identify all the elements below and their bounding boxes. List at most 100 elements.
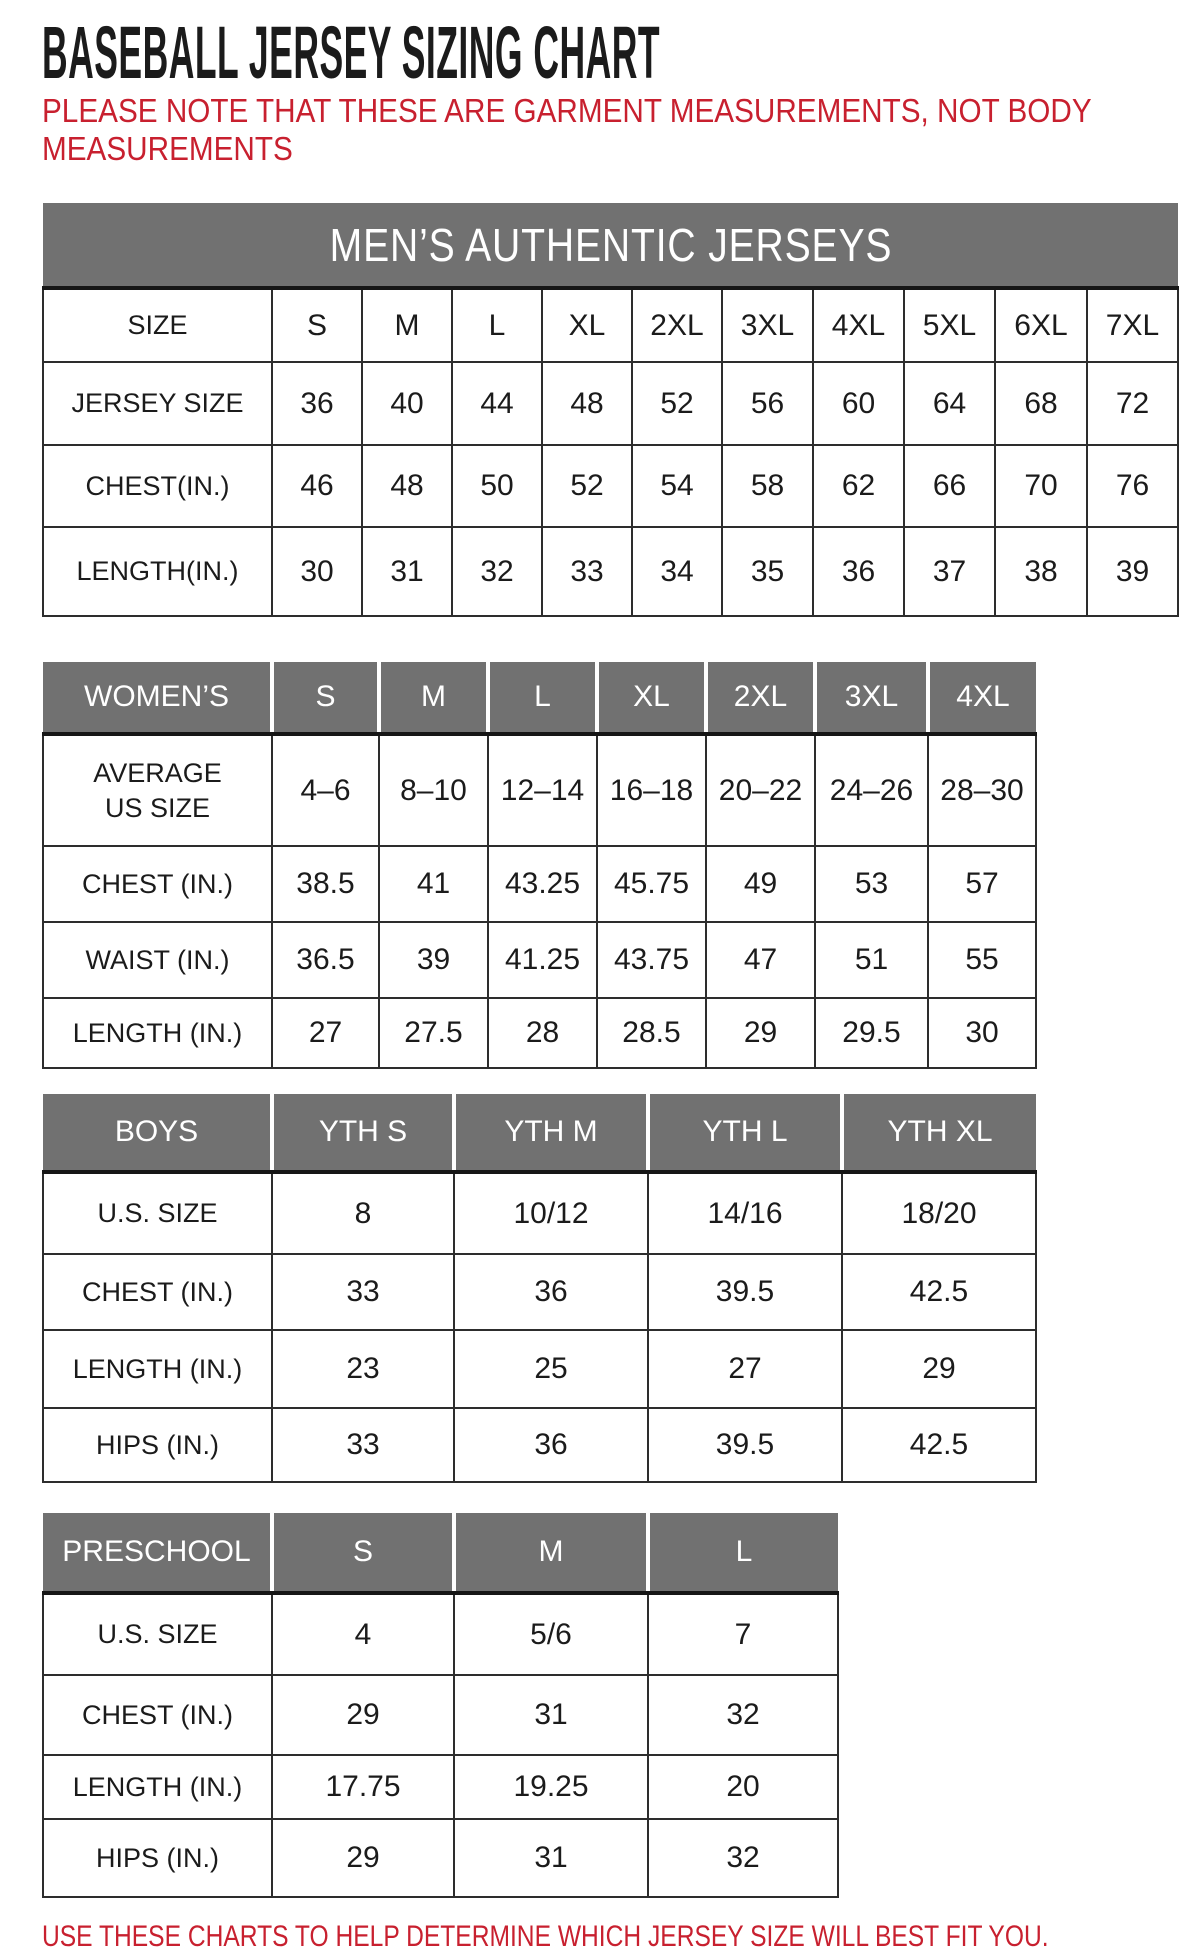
table-cell: 53 [814, 845, 929, 924]
table-row: LENGTH (IN.) 23 25 27 29 [42, 1329, 1037, 1410]
table-cell: 30 [927, 997, 1037, 1070]
mens-size-column-header: XL [541, 287, 633, 364]
table-cell: 29 [271, 1674, 455, 1757]
table-cell: 19.25 [453, 1754, 649, 1821]
mens-size-column-header: S [271, 287, 363, 364]
table-cell: 38.5 [271, 845, 380, 924]
table-cell: 17.75 [271, 1754, 455, 1821]
table-cell: 41.25 [487, 921, 598, 1000]
row-label: HIPS (IN.) [42, 1407, 273, 1484]
boys-sizing-table: BOYS YTH S YTH M YTH L YTH XL U.S. SIZE 8 10/12… [42, 1094, 1037, 1484]
table-cell: 54 [631, 444, 723, 529]
row-label: WAIST (IN.) [42, 921, 273, 1000]
header-row: PRESCHOOL S M L [43, 1513, 838, 1596]
preschool-size-column-header: L [646, 1513, 838, 1596]
row-label: LENGTH (IN.) [42, 1754, 273, 1821]
boys-size-column-header: YTH M [452, 1094, 648, 1175]
table-cell: 38 [994, 526, 1088, 618]
table-cell: 29 [705, 997, 816, 1070]
table-cell: 42.5 [841, 1253, 1037, 1332]
tables-container: MEN’S AUTHENTIC JERSEYS SIZE S M L XL 2XL 3XL 4X… [42, 203, 1200, 1899]
womens-sizing-table: WOMEN’S S M L XL 2XL 3XL 4XL AVERAGE US SIZE 4–6 8… [42, 662, 1037, 1070]
table-cell: 8 [271, 1171, 455, 1256]
table-cell: 5/6 [453, 1592, 649, 1677]
table-cell: 28 [487, 997, 598, 1070]
table-cell: 31 [361, 526, 453, 618]
table-row: LENGTH (IN.) 17.75 19.25 20 [42, 1754, 839, 1821]
preschool-size-column-header: M [452, 1513, 648, 1596]
table-cell: 23 [271, 1329, 455, 1410]
womens-header-label: WOMEN’S [43, 662, 272, 737]
table-cell: 70 [994, 444, 1088, 529]
boys-size-column-header: YTH S [270, 1094, 454, 1175]
mens-size-column-header: L [451, 287, 543, 364]
table-row: HIPS (IN.) 29 31 32 [42, 1818, 839, 1899]
boys-size-column-header: YTH XL [840, 1094, 1036, 1175]
table-cell: 24–26 [814, 733, 929, 848]
table-cell: 48 [361, 444, 453, 529]
table-cell: 39.5 [647, 1407, 843, 1484]
table-cell: 34 [631, 526, 723, 618]
table-cell: 32 [647, 1818, 839, 1899]
banner-row: MEN’S AUTHENTIC JERSEYS [43, 203, 1178, 291]
table-cell: 31 [453, 1818, 649, 1899]
table-cell: 43.75 [596, 921, 707, 1000]
table-cell: 43.25 [487, 845, 598, 924]
table-cell: 39 [378, 921, 489, 1000]
table-cell: 27 [647, 1329, 843, 1410]
womens-size-column-header: M [377, 662, 488, 737]
table-cell: 45.75 [596, 845, 707, 924]
womens-size-column-header: S [270, 662, 379, 737]
mens-sizing-table: MEN’S AUTHENTIC JERSEYS SIZE S M L XL 2XL 3XL 4X… [42, 203, 1179, 618]
table-cell: 29.5 [814, 997, 929, 1070]
table-row: JERSEY SIZE 36 40 44 48 52 56 60 64 68 72 [42, 361, 1179, 447]
table-cell: 46 [271, 444, 363, 529]
table-cell: 36 [271, 361, 363, 447]
womens-size-column-header: XL [595, 662, 706, 737]
mens-banner: MEN’S AUTHENTIC JERSEYS [43, 203, 1178, 291]
table-cell: 28–30 [927, 733, 1037, 848]
table-cell: 36 [453, 1253, 649, 1332]
table-row: CHEST (IN.) 33 36 39.5 42.5 [42, 1253, 1037, 1332]
row-label: JERSEY SIZE [42, 361, 273, 447]
table-cell: 39 [1086, 526, 1179, 618]
table-cell: 39.5 [647, 1253, 843, 1332]
table-cell: 12–14 [487, 733, 598, 848]
table-cell: 66 [903, 444, 996, 529]
table-cell: 7 [647, 1592, 839, 1677]
table-cell: 47 [705, 921, 816, 1000]
table-cell: 49 [705, 845, 816, 924]
header-row: WOMEN’S S M L XL 2XL 3XL 4XL [43, 662, 1036, 737]
garment-measurements-note: PLEASE NOTE THAT THESE ARE GARMENT MEASU… [42, 92, 1092, 167]
table-cell: 52 [631, 361, 723, 447]
table-row: AVERAGE US SIZE 4–6 8–10 12–14 16–18 20–22 24–… [42, 733, 1037, 848]
table-cell: 33 [541, 526, 633, 618]
header-row: SIZE S M L XL 2XL 3XL 4XL 5XL 6XL 7XL [42, 287, 1179, 364]
mens-size-column-header: M [361, 287, 453, 364]
table-cell: 20 [647, 1754, 839, 1821]
table-row: LENGTH (IN.) 27 27.5 28 28.5 29 29.5 30 [42, 997, 1037, 1070]
womens-size-column-header: 2XL [704, 662, 815, 737]
table-cell: 41 [378, 845, 489, 924]
mens-size-column-header: 3XL [721, 287, 814, 364]
table-cell: 37 [903, 526, 996, 618]
row-label: U.S. SIZE [42, 1592, 273, 1677]
table-cell: 4 [271, 1592, 455, 1677]
table-cell: 10/12 [453, 1171, 649, 1256]
row-label: CHEST (IN.) [42, 1253, 273, 1332]
table-cell: 35 [721, 526, 814, 618]
mens-size-column-header: 6XL [994, 287, 1088, 364]
table-cell: 29 [271, 1818, 455, 1899]
mens-banner-title: MEN’S AUTHENTIC JERSEYS [329, 218, 892, 271]
table-row: HIPS (IN.) 33 36 39.5 42.5 [42, 1407, 1037, 1484]
table-cell: 31 [453, 1674, 649, 1757]
preschool-sizing-table: PRESCHOOL S M L U.S. SIZE 4 5/6 7 CHEST (IN.) 29 3… [42, 1513, 839, 1899]
table-cell: 16–18 [596, 733, 707, 848]
womens-size-column-header: 4XL [926, 662, 1036, 737]
table-cell: 64 [903, 361, 996, 447]
row-label: U.S. SIZE [42, 1171, 273, 1256]
table-row: WAIST (IN.) 36.5 39 41.25 43.75 47 51 55 [42, 921, 1037, 1000]
table-cell: 36 [453, 1407, 649, 1484]
boys-header-label: BOYS [43, 1094, 272, 1175]
